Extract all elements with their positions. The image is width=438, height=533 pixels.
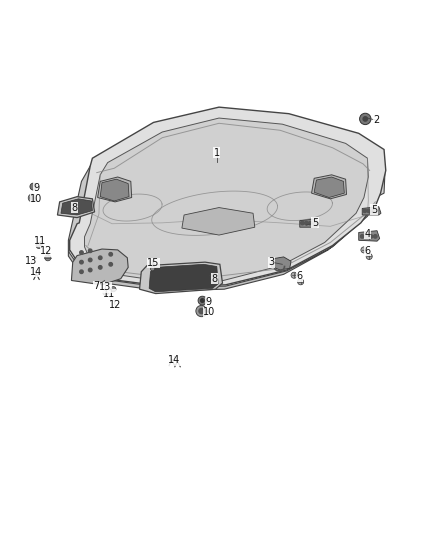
Polygon shape [311, 175, 346, 199]
Text: 1: 1 [214, 148, 220, 158]
Circle shape [150, 266, 155, 271]
Circle shape [88, 258, 92, 262]
Polygon shape [68, 197, 378, 291]
Circle shape [88, 268, 92, 272]
Circle shape [45, 255, 51, 261]
Circle shape [36, 243, 42, 248]
Polygon shape [71, 249, 128, 285]
Circle shape [88, 249, 92, 253]
Text: 8: 8 [72, 203, 78, 213]
Text: 6: 6 [297, 271, 303, 281]
Text: 5: 5 [312, 218, 318, 228]
Circle shape [360, 235, 364, 238]
Text: 3: 3 [268, 257, 275, 267]
Circle shape [109, 253, 113, 256]
Polygon shape [61, 199, 92, 215]
Circle shape [30, 196, 34, 200]
Circle shape [366, 253, 372, 260]
Circle shape [360, 113, 371, 125]
Text: 10: 10 [203, 308, 215, 317]
Polygon shape [182, 207, 255, 235]
Text: 7: 7 [94, 281, 100, 291]
Text: 4: 4 [364, 229, 371, 239]
Text: 2: 2 [373, 115, 379, 125]
Circle shape [30, 183, 37, 190]
Circle shape [371, 209, 374, 213]
Polygon shape [57, 197, 95, 217]
Polygon shape [140, 262, 223, 294]
Circle shape [297, 279, 304, 285]
Polygon shape [100, 179, 129, 201]
Polygon shape [98, 177, 132, 202]
Circle shape [361, 247, 367, 253]
Text: 6: 6 [364, 246, 371, 256]
Circle shape [103, 290, 108, 295]
Circle shape [196, 305, 207, 317]
Text: 15: 15 [147, 258, 160, 268]
Polygon shape [149, 264, 218, 292]
Text: 11: 11 [34, 236, 46, 246]
Circle shape [367, 209, 371, 213]
Circle shape [199, 309, 204, 313]
Text: 14: 14 [168, 356, 180, 365]
Text: 9: 9 [33, 183, 39, 193]
Polygon shape [362, 207, 381, 215]
Circle shape [80, 270, 83, 273]
Circle shape [99, 265, 102, 269]
Circle shape [363, 209, 367, 213]
Circle shape [80, 261, 83, 264]
Circle shape [111, 287, 116, 292]
Polygon shape [272, 257, 291, 270]
Circle shape [363, 117, 367, 121]
Circle shape [369, 235, 373, 238]
Circle shape [201, 299, 204, 302]
Text: 13: 13 [99, 282, 112, 293]
Circle shape [109, 263, 113, 266]
Text: 14: 14 [29, 266, 42, 277]
Polygon shape [70, 107, 386, 286]
Circle shape [304, 221, 308, 225]
Text: 12: 12 [109, 300, 121, 310]
Circle shape [80, 251, 83, 254]
Circle shape [300, 221, 304, 225]
Polygon shape [300, 219, 318, 227]
Polygon shape [359, 231, 380, 241]
Text: 8: 8 [212, 274, 218, 284]
Circle shape [28, 194, 36, 202]
Circle shape [99, 256, 102, 260]
Circle shape [365, 235, 368, 238]
Circle shape [374, 235, 377, 238]
Circle shape [198, 296, 207, 305]
Text: 12: 12 [40, 246, 53, 256]
Text: 9: 9 [205, 297, 212, 308]
Polygon shape [314, 177, 344, 198]
Text: 11: 11 [103, 289, 115, 299]
Text: 5: 5 [371, 205, 377, 215]
Polygon shape [377, 153, 385, 197]
Text: 13: 13 [25, 256, 37, 266]
Text: 10: 10 [30, 194, 42, 204]
Circle shape [308, 221, 312, 225]
Polygon shape [85, 118, 368, 281]
Polygon shape [68, 166, 99, 251]
Circle shape [291, 272, 297, 278]
